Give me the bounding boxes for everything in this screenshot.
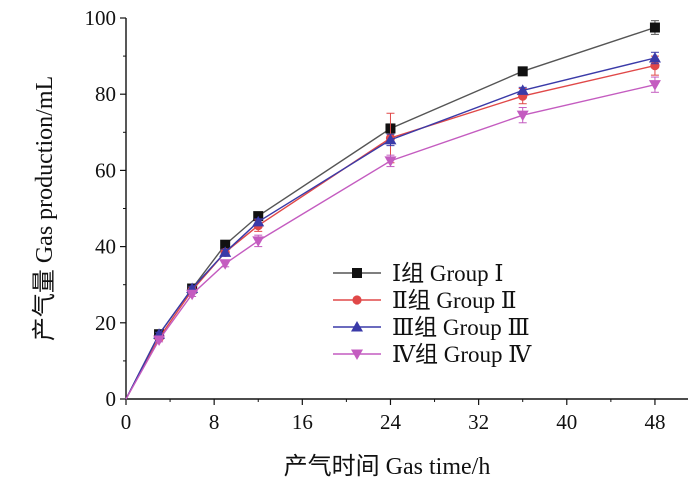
x-tick-label: 8: [209, 410, 220, 434]
legend-item: Ⅰ组 Group Ⅰ: [333, 261, 503, 286]
legend-marker: [352, 268, 362, 278]
data-point: [252, 236, 265, 247]
y-tick-label: 80: [95, 82, 116, 106]
data-point: [252, 215, 265, 227]
x-tick-label: 24: [380, 410, 402, 434]
legend-marker: [351, 321, 363, 332]
legend-label: Ⅲ组 Group Ⅲ: [392, 315, 530, 340]
data-point: [516, 110, 529, 122]
x-tick-label: 16: [292, 410, 313, 434]
y-tick-label: 0: [106, 387, 117, 411]
legend-item: Ⅲ组 Group Ⅲ: [333, 315, 530, 340]
legend-marker: [352, 295, 362, 305]
legend-item: Ⅳ组 Group Ⅳ: [333, 342, 532, 367]
legend-label: Ⅳ组 Group Ⅳ: [392, 342, 532, 367]
x-tick-label: 40: [556, 410, 577, 434]
legend-marker: [351, 349, 363, 360]
series-layer: [125, 20, 661, 400]
data-point: [516, 84, 529, 95]
y-tick-label: 100: [85, 6, 117, 30]
data-point: [517, 66, 528, 77]
data-point: [220, 239, 231, 250]
data-point: [384, 133, 397, 145]
series-line: [125, 84, 656, 400]
x-axis-title: 产气时间 Gas time/h: [284, 453, 491, 480]
legend-item: Ⅱ组 Group Ⅱ: [333, 288, 517, 313]
data-point: [219, 246, 232, 257]
data-point: [153, 335, 166, 346]
series-line: [125, 57, 656, 400]
series: [125, 76, 661, 400]
legend-label: Ⅱ组 Group Ⅱ: [392, 288, 517, 313]
y-axis-title: 产气量 Gas production/mL: [31, 76, 58, 341]
y-tick-label: 40: [95, 235, 116, 259]
legend-label: Ⅰ组 Group Ⅰ: [392, 261, 503, 286]
y-tick-label: 20: [95, 311, 116, 335]
data-point: [649, 22, 660, 33]
data-point: [186, 289, 199, 301]
axes: 0 8 16 24 32 40 48 0 20 40 60 80 100: [85, 6, 688, 434]
data-point: [219, 259, 232, 270]
x-tick-label: 48: [644, 410, 665, 434]
series-line: [125, 64, 656, 400]
data-point: [384, 156, 397, 167]
data-point: [648, 80, 661, 91]
y-tick-label: 60: [95, 158, 116, 182]
x-tick-label: 0: [121, 410, 132, 434]
x-tick-label: 32: [468, 410, 489, 434]
data-point: [648, 52, 661, 63]
